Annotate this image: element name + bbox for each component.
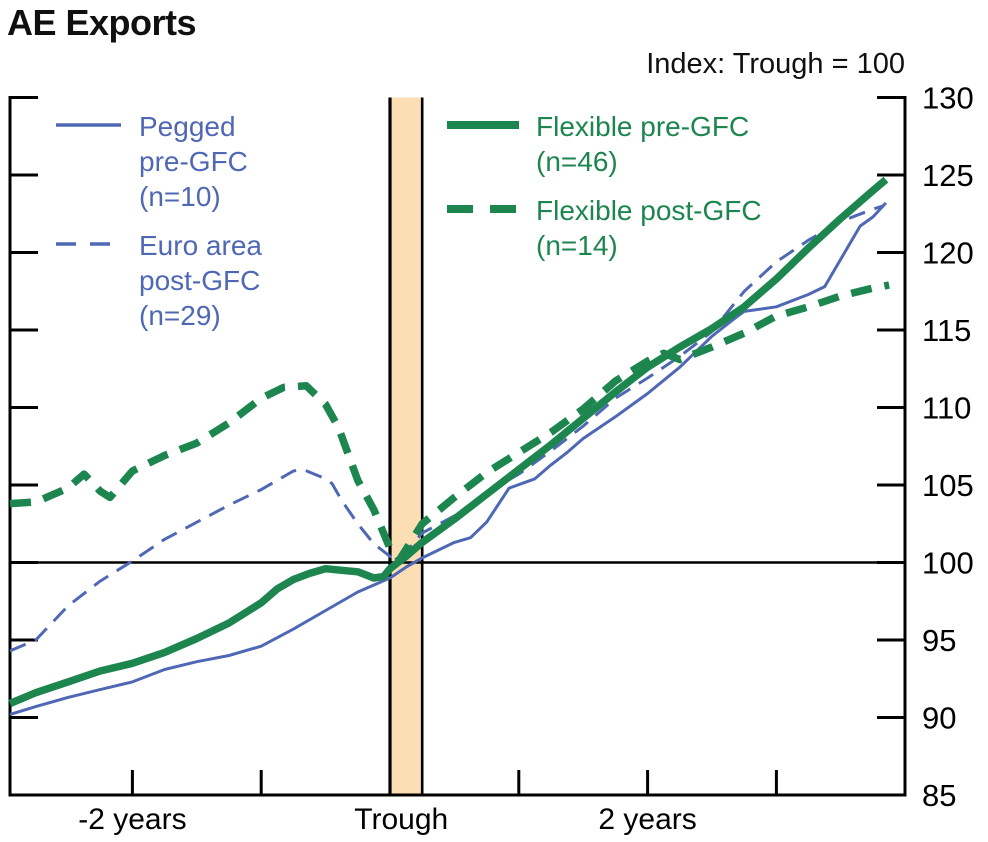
trough-band [390, 97, 423, 795]
y-tick-label: 120 [922, 236, 974, 271]
x-tick-label: 2 years [598, 803, 696, 836]
legend-left: Pegged pre-GFC (n=10) Euro area post-GFC… [55, 109, 262, 333]
y-tick-label: 90 [922, 701, 956, 736]
legend-sample-flexible-post-gfc [447, 205, 519, 213]
legend-entry-flexible-pre-gfc: Flexible pre-GFC (n=46) [446, 109, 762, 179]
legend-label-euro-area-post-gfc: Euro area post-GFC (n=29) [139, 230, 262, 331]
legend-sample-euro-area-post-gfc [56, 242, 121, 246]
x-tick-label: Trough [354, 803, 448, 836]
y-tick-label: 110 [922, 391, 971, 426]
y-tick-label: 85 [922, 778, 956, 813]
legend-sample-flexible-pre-gfc [447, 121, 519, 129]
x-tick-label: -2 years [78, 803, 186, 836]
series-line-flexible-post-gfc-n-14- [9, 281, 890, 564]
y-tick-label: 105 [922, 468, 974, 503]
series-line-euro-area-post-gfc-n-29- [9, 204, 884, 653]
y-tick-label: 115 [922, 313, 971, 348]
legend-entry-euro-area-post-gfc: Euro area post-GFC (n=29) [55, 228, 262, 333]
legend-label-flexible-pre-gfc: Flexible pre-GFC (n=46) [536, 111, 750, 177]
axis-unit-annotation: Index: Trough = 100 [646, 48, 905, 80]
series-line-pegged-pre-gfc-n-10- [9, 201, 888, 716]
legend-sample-pegged-pre-gfc [56, 123, 121, 127]
legend-entry-pegged-pre-gfc: Pegged pre-GFC (n=10) [55, 109, 262, 214]
legend-label-pegged-pre-gfc: Pegged pre-GFC (n=10) [139, 111, 248, 212]
y-tick-label: 125 [922, 158, 974, 193]
y-tick-label: 130 [922, 81, 974, 116]
page-title: AE Exports [7, 2, 197, 43]
y-tick-label: 95 [922, 623, 956, 658]
legend-right: Flexible pre-GFC (n=46) Flexible post-GF… [446, 109, 762, 263]
y-tick-label: 100 [922, 546, 974, 581]
series-line-flexible-pre-gfc-n-46- [8, 176, 889, 707]
legend-label-flexible-post-gfc: Flexible post-GFC (n=14) [536, 195, 762, 261]
legend-entry-flexible-post-gfc: Flexible post-GFC (n=14) [446, 193, 762, 263]
